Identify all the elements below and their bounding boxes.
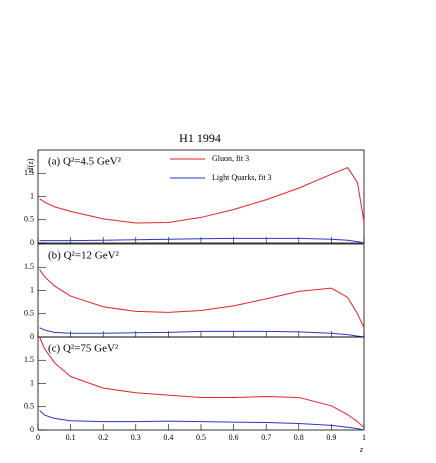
y-axis-label: zf(z) xyxy=(26,158,35,173)
x-tick-label: 0.3 xyxy=(131,433,141,442)
x-tick-label: 0.7 xyxy=(261,433,271,442)
x-tick-label: 0.5 xyxy=(196,433,206,442)
x-axis-label: z xyxy=(359,445,364,454)
y-tick-label: 1.5 xyxy=(24,355,34,364)
data-line xyxy=(39,237,365,244)
data-line xyxy=(39,167,365,224)
y-tick-label: 1.5 xyxy=(24,168,34,177)
panel-label: (a) Q²=4.5 GeV² xyxy=(48,156,122,168)
legend-label: Light Quarks, fit 3 xyxy=(212,173,272,182)
panel-label: (c) Q²=75 GeV² xyxy=(48,343,119,355)
panel-label: (b) Q²=12 GeV² xyxy=(48,250,120,262)
legend-label: Gluon, fit 3 xyxy=(212,154,249,163)
x-tick-label: 0.4 xyxy=(163,433,173,442)
y-tick-label: 1 xyxy=(30,378,34,387)
chart-title: H1 1994 xyxy=(179,131,221,145)
y-tick-label: 1 xyxy=(30,285,34,294)
data-line xyxy=(39,269,365,328)
y-tick-label: 0.5 xyxy=(24,309,34,318)
data-line xyxy=(39,327,365,338)
y-tick-label: 1.5 xyxy=(24,262,34,271)
y-tick-label: 0 xyxy=(30,332,34,341)
y-tick-label: 0.5 xyxy=(24,402,34,411)
data-line xyxy=(39,410,365,431)
y-tick-label: 0 xyxy=(30,238,34,247)
y-tick-label: 0 xyxy=(30,425,34,434)
y-tick-label: 0.5 xyxy=(24,215,34,224)
data-line xyxy=(39,336,365,429)
x-tick-label: 0.8 xyxy=(294,433,304,442)
y-tick-label: 1 xyxy=(30,191,34,200)
x-tick-label: 0.2 xyxy=(98,433,108,442)
x-tick-label: 0.9 xyxy=(326,433,336,442)
x-tick-label: 0.1 xyxy=(66,433,76,442)
x-tick-label: 0 xyxy=(36,433,40,442)
x-tick-label: 0.6 xyxy=(229,433,239,442)
x-tick-label: 1 xyxy=(362,433,366,442)
